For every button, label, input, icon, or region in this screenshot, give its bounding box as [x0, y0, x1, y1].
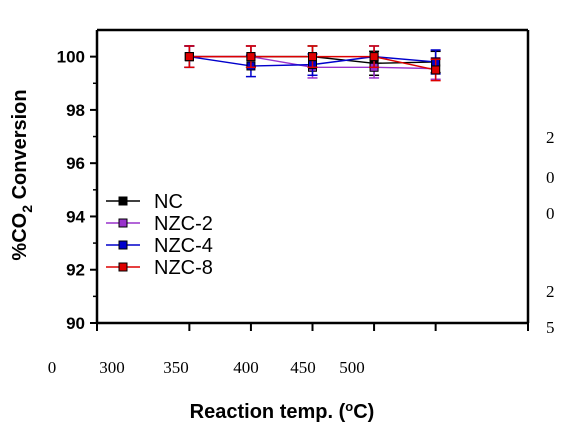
- right-side-label: 2: [546, 282, 555, 301]
- x-tick-label: 0: [48, 358, 57, 377]
- legend-marker: [118, 240, 128, 250]
- y-ticks: 90 92 94 96 98 100: [57, 48, 97, 333]
- legend-item-nc: NC: [106, 191, 183, 213]
- right-side-label: 5: [546, 318, 555, 337]
- legend-marker: [118, 262, 128, 272]
- y-tick-label: 96: [66, 154, 85, 173]
- x-tick-label: 400: [233, 358, 259, 377]
- x-ticks: 0 300 350 400 450 500: [48, 323, 529, 377]
- right-side-label: 0: [546, 204, 555, 223]
- legend-label: NZC-8: [154, 257, 213, 279]
- axes: [95, 28, 530, 325]
- legend-item-nzc-4: NZC-4: [106, 235, 213, 257]
- series-nzc-8: [184, 45, 441, 82]
- legend-marker: [118, 218, 128, 228]
- data-point: [369, 52, 379, 62]
- data-point: [431, 65, 441, 75]
- legend-label: NC: [154, 191, 183, 213]
- x-tick-label: 450: [290, 358, 316, 377]
- legend-label: NZC-2: [154, 213, 213, 235]
- x-axis-label: Reaction temp. (oC): [190, 399, 375, 423]
- legend-item-nzc-8: NZC-8: [106, 257, 213, 279]
- data-point: [308, 52, 317, 62]
- right-side-label: 0: [546, 168, 555, 187]
- x-tick-label: 350: [163, 358, 189, 377]
- x-tick-label: 300: [99, 358, 125, 377]
- data-point: [246, 52, 256, 62]
- legend-item-nzc-2: NZC-2: [106, 213, 213, 235]
- data-point: [184, 52, 194, 62]
- right-side-labels: 2 0 0 2 5: [546, 128, 555, 337]
- y-axis-label: %CO2 Conversion: [9, 89, 35, 260]
- right-side-label: 2: [546, 128, 555, 147]
- y-tick-label: 92: [66, 261, 85, 280]
- y-tick-label: 98: [66, 101, 85, 120]
- legend-marker: [118, 196, 128, 206]
- y-tick-label: 100: [57, 48, 85, 67]
- legend-label: NZC-4: [154, 235, 213, 257]
- series-layer: [184, 45, 441, 82]
- y-tick-label: 94: [66, 207, 85, 226]
- y-tick-label: 90: [66, 314, 85, 333]
- x-tick-label: 500: [339, 358, 365, 377]
